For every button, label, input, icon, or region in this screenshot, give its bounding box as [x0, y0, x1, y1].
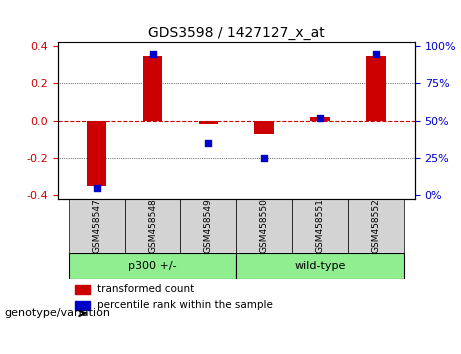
- Text: GSM458547: GSM458547: [92, 198, 101, 253]
- Point: [260, 155, 268, 161]
- Bar: [143, 56, 162, 121]
- Text: GSM458552: GSM458552: [371, 198, 380, 253]
- Bar: [76, 285, 90, 293]
- Point: [149, 51, 156, 57]
- Text: p300 +/-: p300 +/-: [128, 261, 177, 271]
- Point: [93, 185, 100, 190]
- Text: GSM458551: GSM458551: [315, 198, 325, 253]
- Bar: [310, 117, 330, 121]
- FancyBboxPatch shape: [180, 199, 236, 252]
- Point: [205, 140, 212, 146]
- FancyBboxPatch shape: [236, 252, 404, 279]
- Bar: [366, 56, 385, 121]
- FancyBboxPatch shape: [69, 252, 236, 279]
- FancyBboxPatch shape: [236, 199, 292, 252]
- FancyBboxPatch shape: [292, 199, 348, 252]
- Text: wild-type: wild-type: [294, 261, 346, 271]
- Text: percentile rank within the sample: percentile rank within the sample: [97, 301, 273, 310]
- FancyBboxPatch shape: [69, 199, 124, 252]
- Text: transformed count: transformed count: [97, 284, 194, 294]
- Text: GSM458549: GSM458549: [204, 198, 213, 253]
- Text: genotype/variation: genotype/variation: [5, 308, 111, 318]
- Text: GSM458550: GSM458550: [260, 198, 269, 253]
- Text: GSM458548: GSM458548: [148, 198, 157, 253]
- FancyBboxPatch shape: [348, 199, 404, 252]
- Point: [372, 51, 379, 57]
- Bar: [199, 121, 218, 124]
- Point: [316, 115, 324, 120]
- Bar: [76, 301, 90, 310]
- Bar: [254, 121, 274, 134]
- Bar: [87, 121, 106, 186]
- FancyBboxPatch shape: [124, 199, 180, 252]
- Title: GDS3598 / 1427127_x_at: GDS3598 / 1427127_x_at: [148, 26, 325, 40]
